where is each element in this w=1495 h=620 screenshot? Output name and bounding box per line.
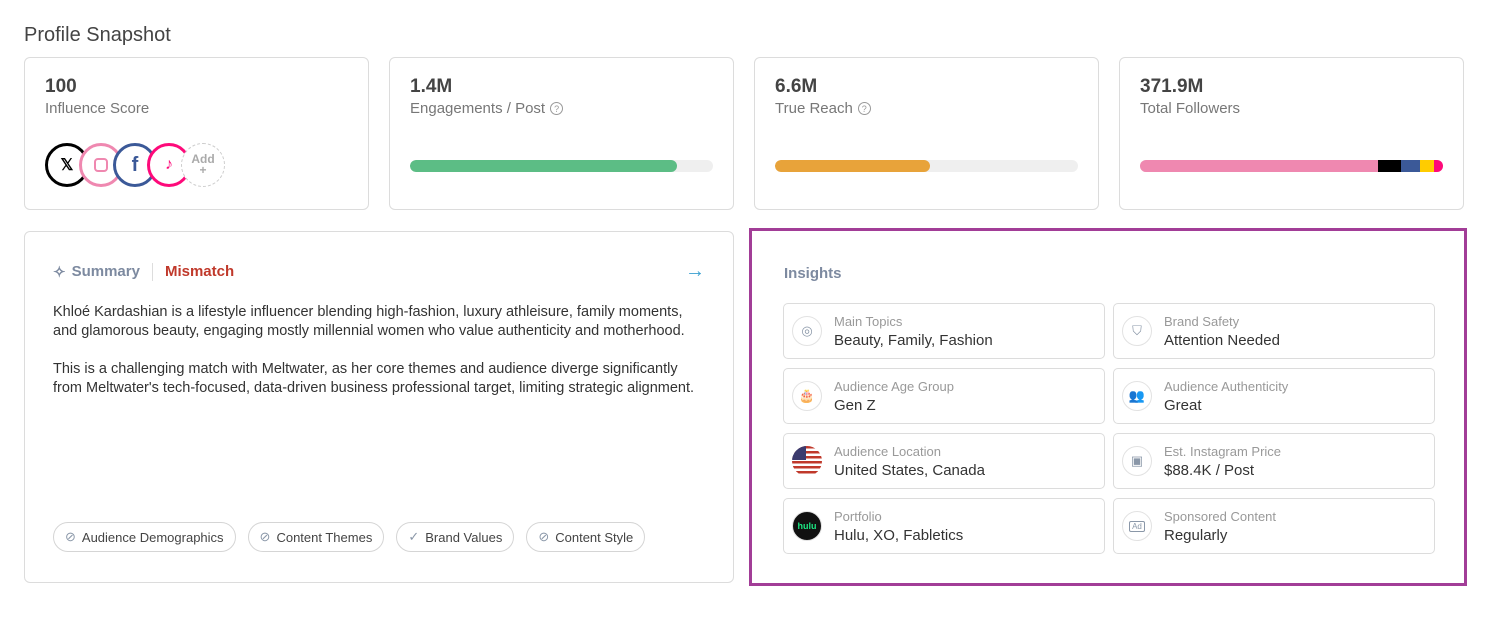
chip-label: Audience Demographics <box>81 529 224 545</box>
insight-brand-safety: ⛉ Brand Safety Attention Needed <box>1113 303 1435 359</box>
summary-paragraph: Khloé Kardashian is a lifestyle influenc… <box>53 304 685 339</box>
criteria-chip[interactable]: ⊘ Content Style <box>526 522 646 552</box>
criteria-chip[interactable]: ⊘ Audience Demographics <box>53 522 236 552</box>
plus-icon: + <box>199 163 207 177</box>
followers-segment-x <box>1377 160 1401 172</box>
help-icon[interactable]: ? <box>550 102 564 115</box>
criteria-chip[interactable]: ⊘ Content Themes <box>247 522 385 552</box>
insight-value: Regularly <box>1164 526 1228 544</box>
insight-portfolio: hulu Portfolio Hulu, XO, Fabletics <box>783 498 1105 554</box>
stat-label: Total Followers <box>1140 100 1241 117</box>
insight-label: Audience Age Group <box>834 378 954 394</box>
summary-paragraph: This is a challenging match with Meltwat… <box>53 361 695 396</box>
insight-value: Hulu, XO, Fabletics <box>834 526 964 544</box>
insight-label: Audience Location <box>834 443 941 459</box>
true-reach-card: 6.6M True Reach? <box>754 57 1099 210</box>
sparkle-icon: ✧ <box>53 263 66 281</box>
insight-label: Sponsored Content <box>1164 508 1277 524</box>
stat-value: 371.9M <box>1140 76 1204 97</box>
insight-audience-age-group: 🎂 Audience Age Group Gen Z <box>783 368 1105 424</box>
stat-label: Engagements / Post <box>410 100 546 117</box>
blocked-icon: ⊘ <box>259 529 271 544</box>
check-icon: ✓ <box>408 529 420 544</box>
blocked-icon: ⊘ <box>538 529 550 544</box>
chip-label: Brand Values <box>425 529 503 545</box>
progress-fill <box>775 160 930 172</box>
shield-icon: ⛉ <box>1122 316 1152 346</box>
stat-value: 1.4M <box>410 76 453 97</box>
match-status: Mismatch <box>164 263 235 280</box>
insight-label: Audience Authenticity <box>1164 378 1289 394</box>
insight-value: United States, Canada <box>834 461 985 479</box>
summary-heading: ✧ Summary <box>53 262 153 281</box>
insights-title: Insights <box>784 265 842 282</box>
insight-label: Est. Instagram Price <box>1164 443 1282 459</box>
insight-est-instagram-price: ▣ Est. Instagram Price $88.4K / Post <box>1113 433 1435 489</box>
followers-segment-facebook <box>1400 160 1420 172</box>
insight-main-topics: ◎ Main Topics Beauty, Family, Fashion <box>783 303 1105 359</box>
followers-distribution-bar <box>1140 160 1443 172</box>
stat-label: True Reach <box>775 100 853 117</box>
arrow-right-icon[interactable]: → <box>685 260 705 282</box>
insight-audience-location: Audience Location United States, Canada <box>783 433 1105 489</box>
insight-value: Attention Needed <box>1164 331 1280 349</box>
blocked-icon: ⊘ <box>65 529 76 544</box>
cake-icon: 🎂 <box>792 381 822 411</box>
insight-value: Gen Z <box>834 396 876 414</box>
chip-label: Content Themes <box>276 529 373 545</box>
social-accounts: 𝕏 f ♪ Add + <box>45 143 348 187</box>
insight-label: Main Topics <box>834 313 903 329</box>
criteria-chips: ⊘ Audience Demographics ⊘ Content Themes ✓ Br… <box>53 522 646 552</box>
facebook-icon[interactable]: f <box>113 143 157 187</box>
money-icon: ▣ <box>1122 446 1152 476</box>
insight-audience-authenticity: 👥 Audience Authenticity Great <box>1113 368 1435 424</box>
followers-segment-tiktok <box>1433 160 1443 172</box>
criteria-chip[interactable]: ✓ Brand Values <box>396 522 515 552</box>
stat-label-row: Engagements / Post? <box>410 100 713 117</box>
page-title: Profile Snapshot <box>24 24 171 46</box>
insight-value: Beauty, Family, Fashion <box>834 331 993 349</box>
followers-segment-snapchat <box>1419 160 1434 172</box>
total-followers-card: 371.9M Total Followers <box>1119 57 1464 210</box>
insight-label: Brand Safety <box>1164 313 1240 329</box>
progress-fill <box>410 160 677 172</box>
stat-label-row: True Reach? <box>775 100 1078 117</box>
engagement-progress-bar <box>410 160 713 172</box>
hulu-logo-icon: hulu <box>792 511 822 541</box>
followers-segment-instagram <box>1140 160 1378 172</box>
engagements-card: 1.4M Engagements / Post? <box>389 57 734 210</box>
chip-label: Content Style <box>555 529 634 545</box>
stat-label: Influence Score <box>45 100 150 117</box>
summary-card: ✧ Summary Mismatch → Khloé Kardashian is … <box>24 231 734 583</box>
us-flag-icon <box>792 446 822 476</box>
summary-title: Summary <box>71 263 140 280</box>
insights-panel: Insights ◎ Main Topics Beauty, Family, Fas… <box>749 228 1467 586</box>
stat-value: 6.6M <box>775 76 818 97</box>
insight-value: Great <box>1164 396 1202 414</box>
reach-progress-bar <box>775 160 1078 172</box>
ad-icon: Ad <box>1122 511 1152 541</box>
insight-label: Portfolio <box>834 508 882 524</box>
target-icon: ◎ <box>792 316 822 346</box>
stat-value: 100 <box>45 76 77 97</box>
add-label: Add <box>191 152 215 166</box>
summary-text: Khloé Kardashian is a lifestyle influenc… <box>53 303 705 398</box>
influence-score-card: 100 Influence Score 𝕏 f ♪ Add + <box>24 57 369 210</box>
add-social-button[interactable]: Add + <box>181 143 225 187</box>
help-icon[interactable]: ? <box>857 102 871 115</box>
insight-value: $88.4K / Post <box>1164 461 1255 479</box>
people-icon: 👥 <box>1122 381 1152 411</box>
insight-sponsored-content: Ad Sponsored Content Regularly <box>1113 498 1435 554</box>
